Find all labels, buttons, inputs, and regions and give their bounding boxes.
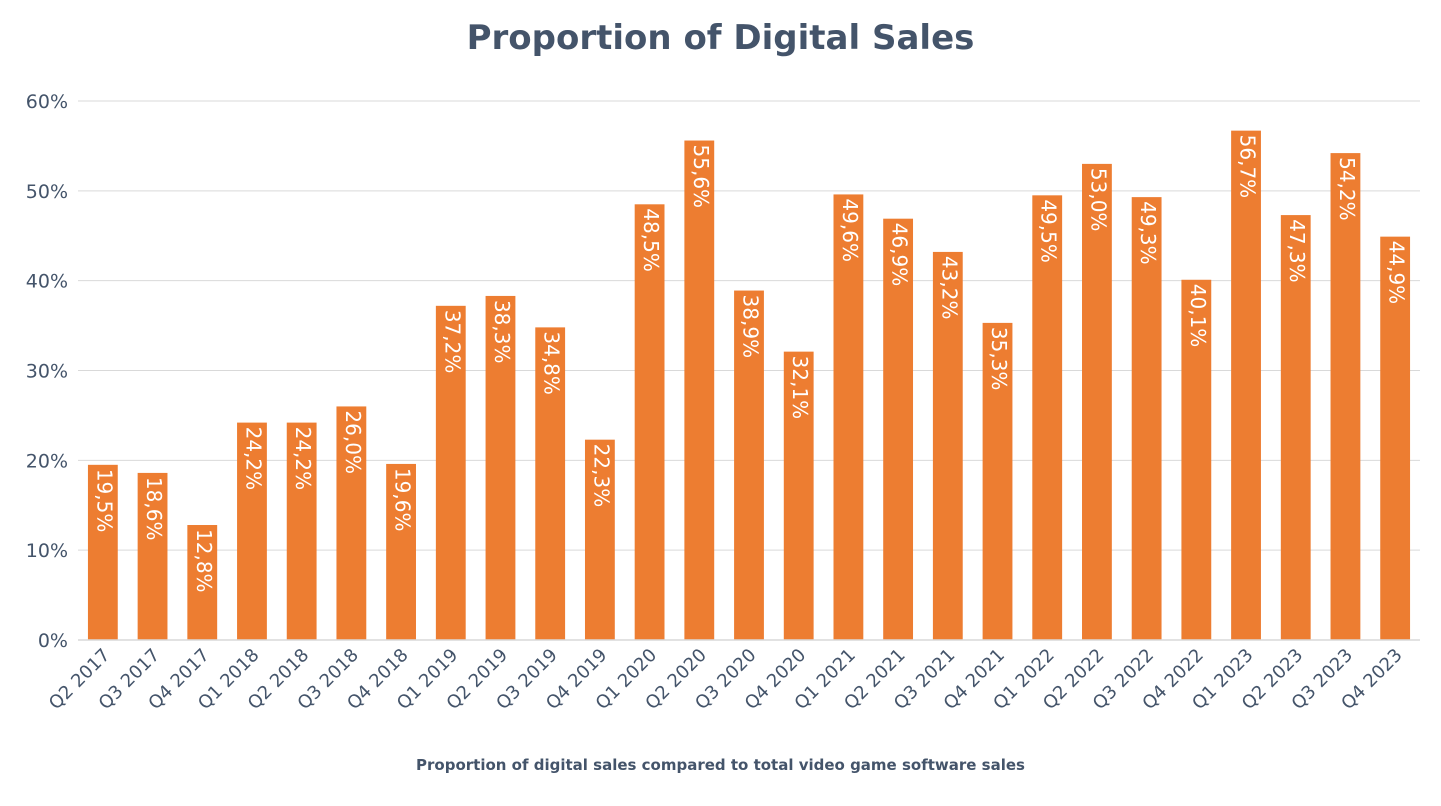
bar [237, 422, 267, 640]
data-label: 54,2% [1335, 157, 1359, 221]
data-label: 48,5% [639, 208, 663, 272]
data-label: 35,3% [987, 327, 1011, 391]
data-label: 12,8% [192, 529, 216, 593]
y-tick-label: 20% [26, 450, 68, 472]
bar [982, 322, 1013, 640]
bar [584, 439, 615, 640]
data-label: 26,0% [341, 410, 365, 474]
y-tick-label: 40% [26, 271, 68, 293]
bar [932, 251, 963, 641]
bar [1131, 197, 1162, 640]
data-label: 44,9% [1385, 241, 1409, 305]
bar [485, 295, 516, 640]
bar [1330, 153, 1361, 640]
bar [1082, 163, 1112, 640]
bar [187, 525, 218, 640]
data-label: 19,6% [391, 468, 415, 532]
bar [87, 464, 118, 640]
data-label: 49,5% [1037, 199, 1061, 263]
bar [137, 472, 168, 640]
y-tick-label: 0% [38, 630, 68, 652]
bar [634, 204, 665, 640]
bar [1231, 130, 1261, 640]
data-label: 37,2% [440, 310, 464, 374]
chart-title: Proportion of Digital Sales [466, 18, 975, 58]
x-axis-title: Proportion of digital sales compared to … [416, 756, 1025, 774]
data-label: 56,7% [1236, 135, 1260, 199]
data-label: 49,6% [838, 198, 862, 262]
bar [833, 194, 864, 640]
data-label: 34,8% [540, 331, 564, 395]
bar [1280, 215, 1311, 641]
data-label: 38,3% [490, 300, 514, 364]
data-label: 18,6% [142, 477, 166, 541]
bar [336, 406, 367, 640]
data-label: 47,3% [1285, 219, 1309, 283]
bar [883, 218, 914, 640]
data-label: 32,1% [788, 356, 812, 420]
bar [684, 140, 715, 640]
data-label: 43,2% [937, 256, 961, 320]
y-tick-label: 60% [26, 91, 68, 113]
bar [286, 422, 317, 640]
data-label: 24,2% [291, 427, 315, 491]
bar [1380, 236, 1411, 641]
y-tick-label: 50% [26, 181, 68, 203]
y-tick-label: 30% [26, 361, 68, 383]
bar [535, 327, 566, 640]
data-label: 55,6% [689, 145, 713, 209]
bar [1181, 279, 1212, 640]
y-tick-label: 10% [26, 540, 68, 562]
data-label: 24,2% [241, 427, 265, 491]
bar [386, 463, 416, 640]
data-label: 38,9% [739, 295, 763, 359]
data-label: 22,3% [589, 444, 613, 508]
data-label: 53,0% [1086, 168, 1110, 232]
bar [783, 351, 814, 640]
bar [435, 305, 466, 640]
data-label: 19,5% [92, 469, 116, 533]
bar [734, 290, 764, 640]
data-label: 46,9% [888, 223, 912, 287]
data-label: 49,3% [1136, 201, 1160, 265]
bar [1032, 195, 1063, 640]
data-label: 40,1% [1186, 284, 1210, 348]
